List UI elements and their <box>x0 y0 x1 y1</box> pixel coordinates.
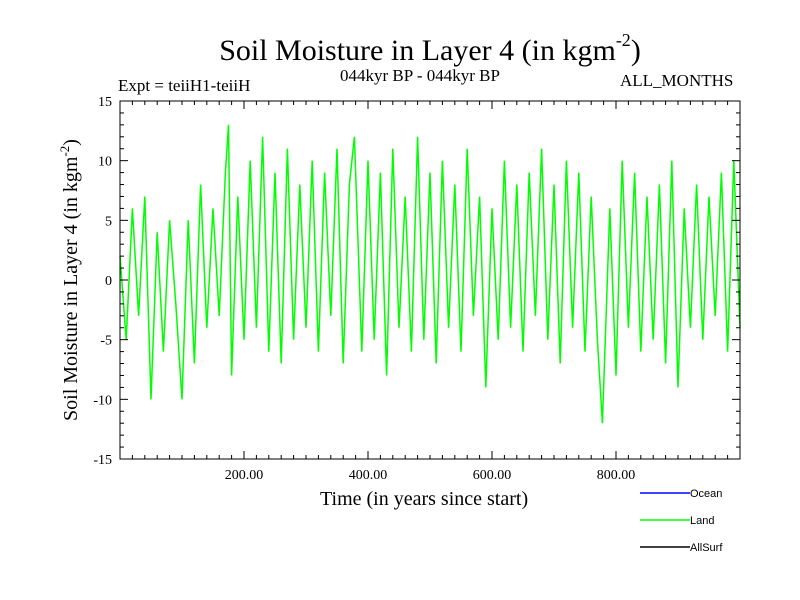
x-tick-label: 800.00 <box>597 468 636 483</box>
y-tick-label: 10 <box>98 155 112 170</box>
legend-label-ocean: Ocean <box>690 488 722 500</box>
x-tick-label: 600.00 <box>473 468 512 483</box>
legend-label-land: Land <box>690 515 714 527</box>
y-tick-label: 15 <box>98 95 112 110</box>
tick-layer: -15 -10 -5 0 5 10 15 200.00 400.00 600.00 800.00 <box>93 95 740 483</box>
y-tick-label: 5 <box>105 214 112 229</box>
x-tick-label: 400.00 <box>349 468 388 483</box>
series-layer <box>119 124 741 424</box>
period-label: 044kyr BP - 044kyr BP <box>340 66 500 85</box>
x-tick-label: 200.00 <box>225 468 264 483</box>
y-tick-label: -5 <box>100 334 112 349</box>
y-tick-label: -15 <box>93 453 112 468</box>
y-tick-label: -10 <box>93 393 112 408</box>
experiment-label: Expt = teiiH1-teiiH <box>118 76 251 95</box>
legend: Ocean Land AllSurf <box>640 488 723 554</box>
x-axis-label: Time (in years since start) <box>320 488 529 510</box>
series-line-land <box>119 124 741 424</box>
months-label: ALL_MONTHS <box>620 71 734 90</box>
chart-title: Soil Moisture in Layer 4 (in kgm-2) <box>219 30 641 67</box>
legend-label-allsurf: AllSurf <box>690 542 723 554</box>
y-tick-label: 0 <box>105 274 112 289</box>
plot-frame <box>119 100 741 460</box>
